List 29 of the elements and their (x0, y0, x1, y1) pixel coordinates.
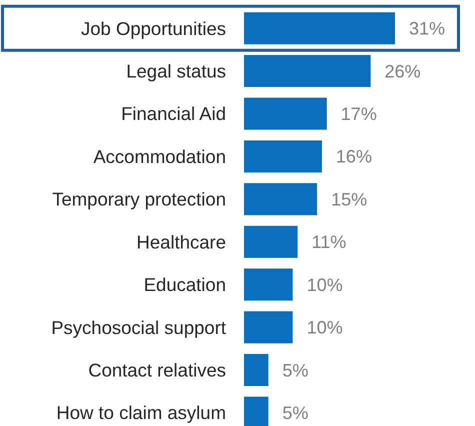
data-label: 10% (306, 318, 343, 338)
bar (244, 268, 293, 301)
y-tick-label: Accommodation (93, 146, 226, 167)
y-tick-label: Contact relatives (88, 359, 226, 380)
y-tick-label: Job Opportunities (80, 18, 226, 39)
y-tick-label: Legal status (126, 60, 226, 82)
data-label: 5% (282, 403, 308, 424)
data-label: 10% (306, 274, 343, 295)
y-tick-label: Psychosocial support (51, 316, 226, 338)
bar (244, 354, 268, 386)
bar (244, 183, 318, 216)
y-tick-label: How to claim asylum (56, 402, 226, 424)
data-label: 17% (340, 104, 377, 124)
bar (244, 98, 327, 130)
y-tick-label: Temporary protection (52, 188, 226, 210)
y-tick-label: Healthcare (136, 231, 226, 252)
y-tick-label: Financial Aid (121, 103, 226, 124)
data-label: 26% (384, 61, 421, 82)
data-label: 5% (282, 360, 308, 380)
data-label: 31% (409, 18, 446, 39)
y-tick-label: Education (144, 274, 226, 296)
bar (244, 54, 371, 88)
data-label: 16% (336, 146, 372, 167)
bar (244, 12, 395, 44)
bar (244, 226, 298, 258)
data-label: 15% (331, 189, 368, 210)
data-label: 11% (312, 232, 346, 252)
bar (244, 311, 293, 344)
bar (244, 140, 322, 172)
